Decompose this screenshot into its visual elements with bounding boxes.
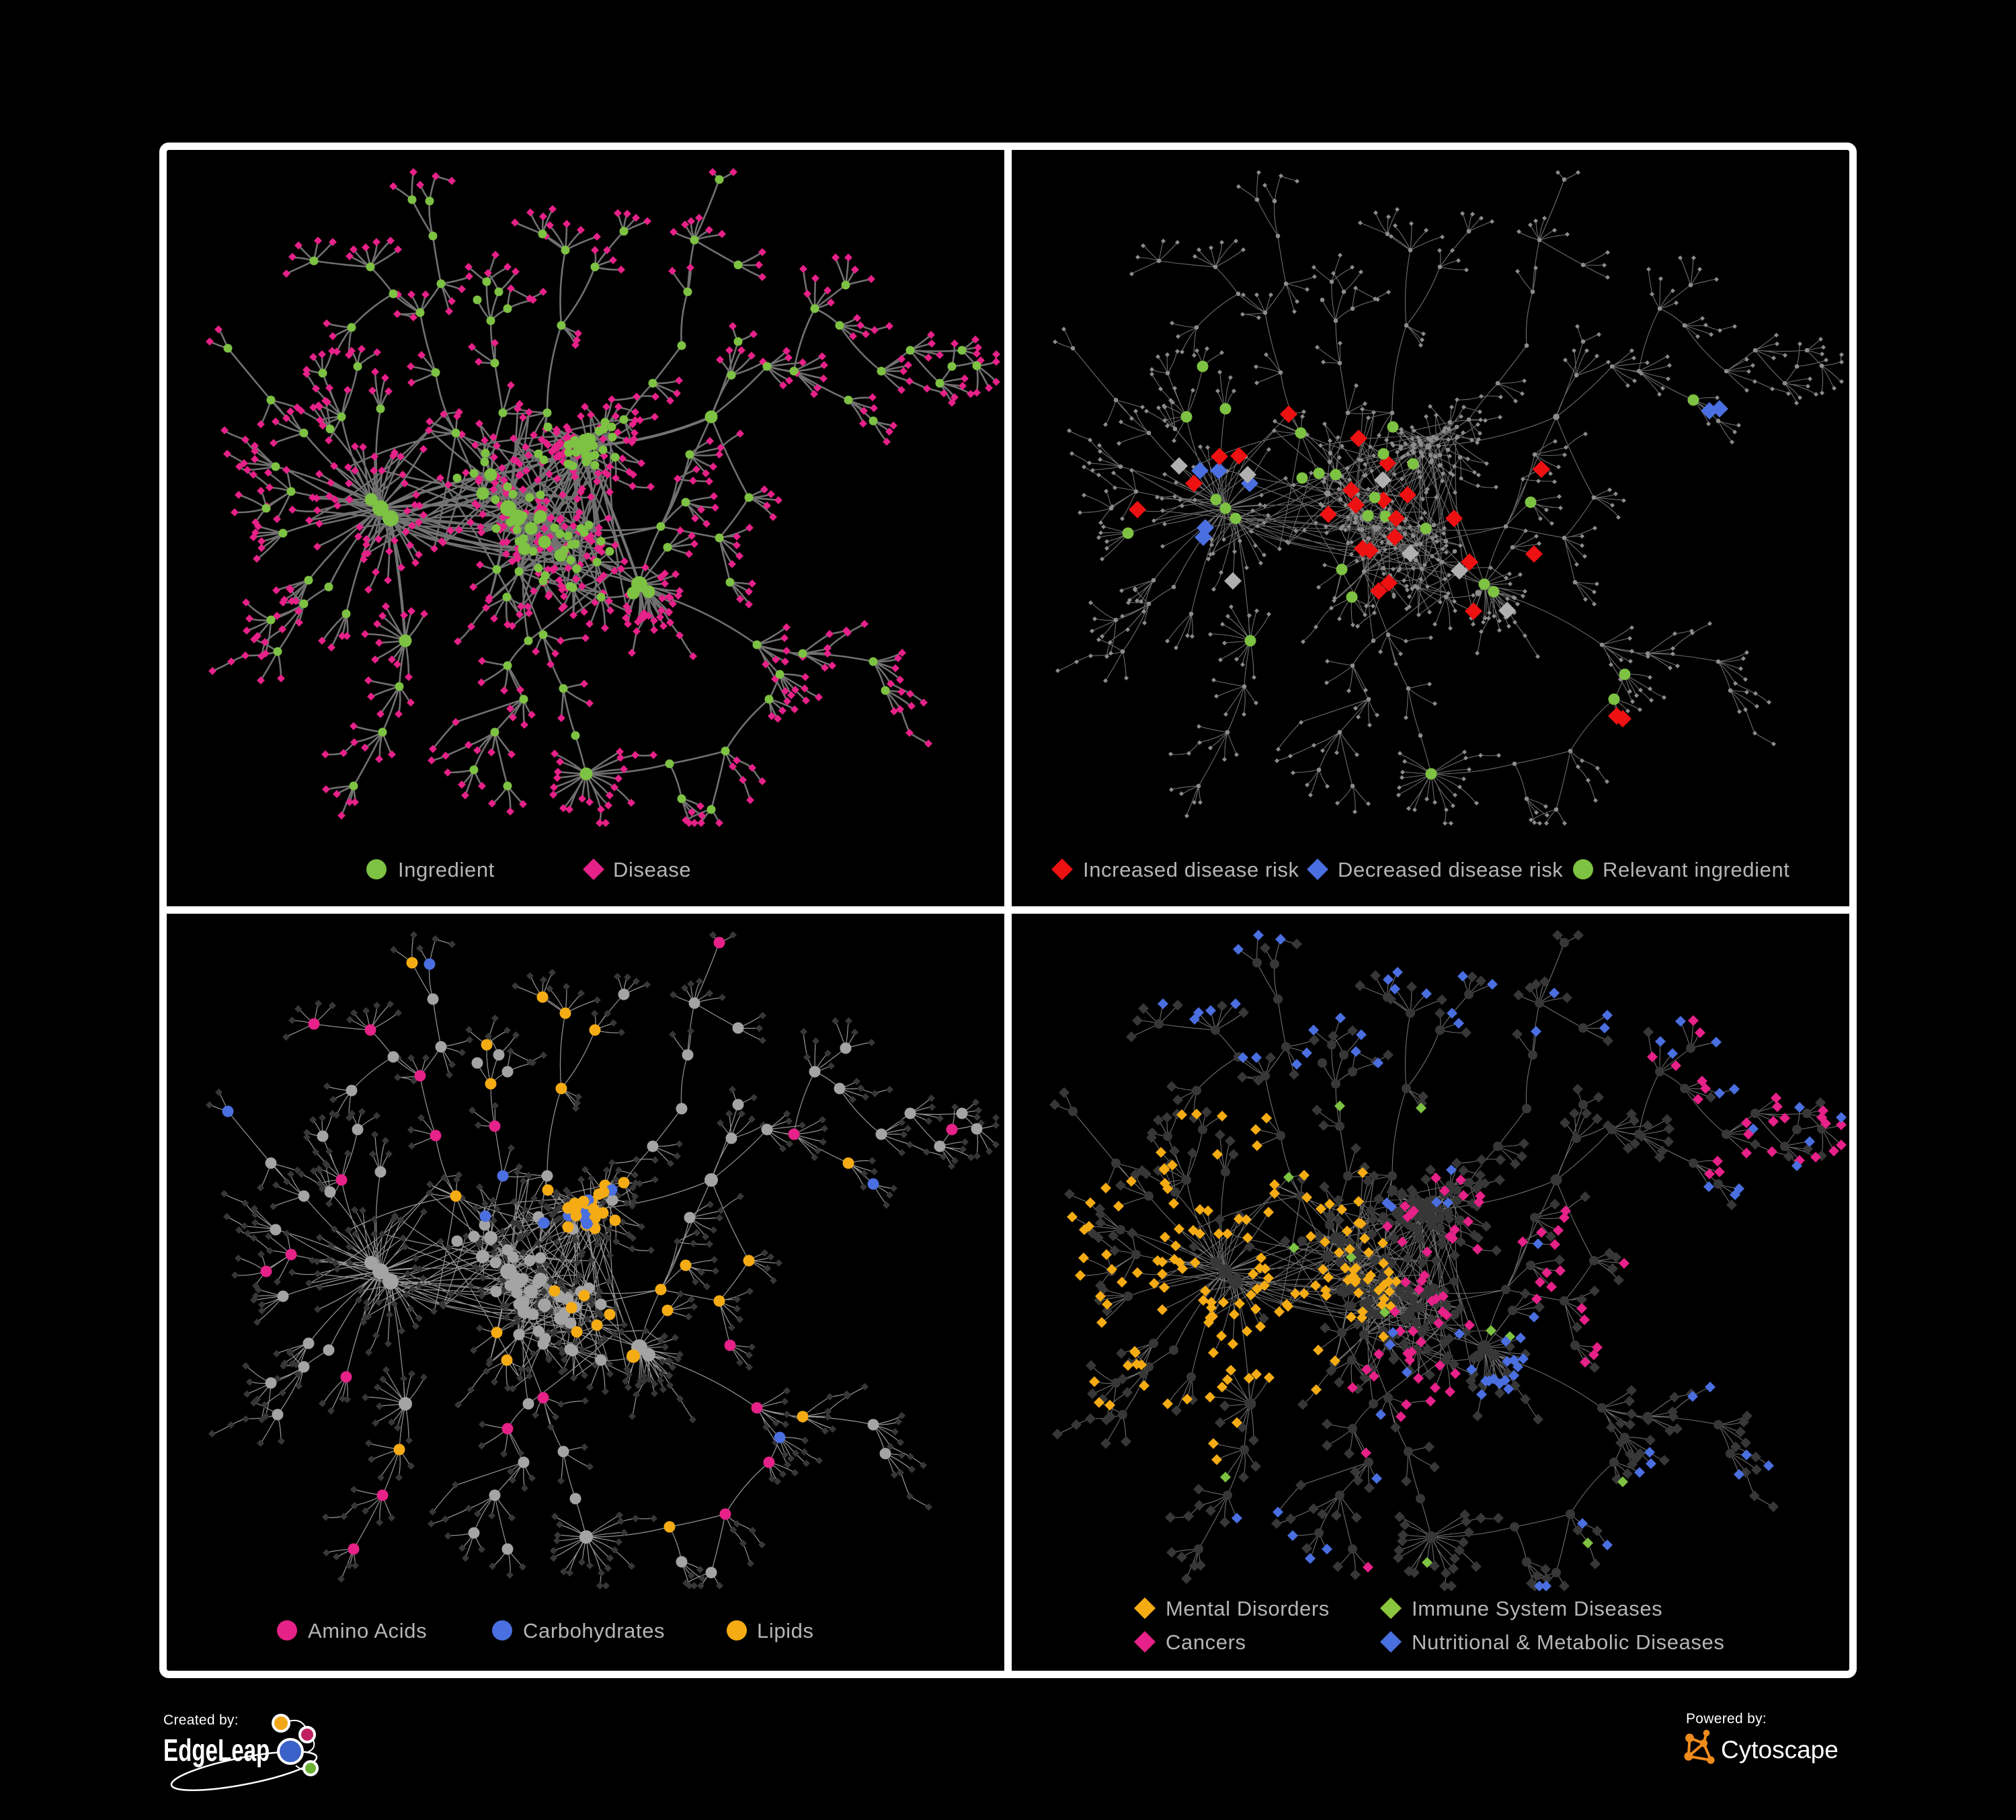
svg-text:Ingredient: Ingredient <box>398 858 495 881</box>
svg-text:Immune System Diseases: Immune System Diseases <box>1412 1597 1662 1620</box>
svg-text:Carbohydrates: Carbohydrates <box>523 1619 665 1643</box>
svg-text:Nutritional & Metabolic Diseas: Nutritional & Metabolic Diseases <box>1412 1630 1724 1654</box>
svg-text:Increased disease risk: Increased disease risk <box>1083 858 1299 881</box>
svg-text:Disease: Disease <box>613 858 691 881</box>
svg-text:Cancers: Cancers <box>1166 1630 1246 1654</box>
svg-text:Mental Disorders: Mental Disorders <box>1166 1597 1330 1620</box>
svg-text:Lipids: Lipids <box>757 1619 814 1643</box>
svg-text:Amino Acids: Amino Acids <box>308 1619 427 1643</box>
svg-text:Decreased disease risk: Decreased disease risk <box>1338 858 1563 881</box>
svg-text:Relevant ingredient: Relevant ingredient <box>1603 858 1790 881</box>
